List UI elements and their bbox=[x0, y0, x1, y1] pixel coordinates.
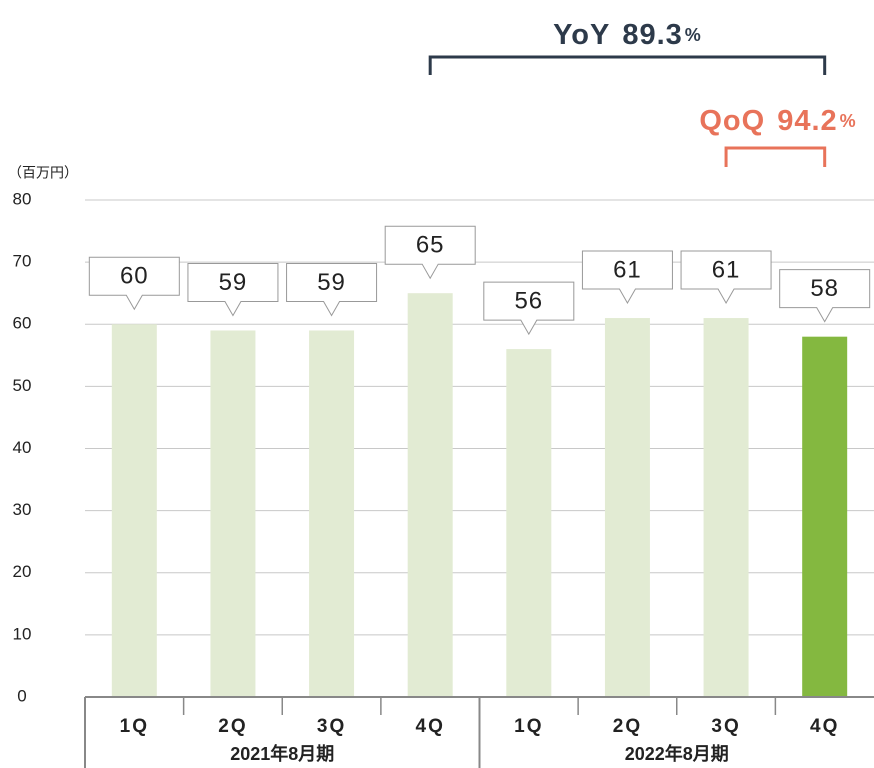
annotation: YoY 89.3% bbox=[553, 19, 702, 51]
annotation-value: 94.2 bbox=[777, 105, 837, 137]
y-tick-label: 30 bbox=[13, 500, 32, 519]
group-label: 2022年8月期 bbox=[625, 743, 729, 764]
bar bbox=[210, 330, 256, 697]
bracket bbox=[428, 55, 827, 75]
value-label: 58 bbox=[810, 275, 839, 302]
value-label: 56 bbox=[514, 287, 543, 314]
bar bbox=[309, 330, 355, 697]
value-label: 60 bbox=[120, 263, 149, 290]
callout bbox=[581, 250, 673, 305]
x-tick-label: 4Q bbox=[416, 716, 445, 737]
y-tick-label: 10 bbox=[13, 624, 32, 643]
x-tick-label: 3Q bbox=[317, 716, 346, 737]
y-tick-label: 50 bbox=[13, 376, 32, 395]
y-tick-label: 60 bbox=[13, 314, 32, 333]
x-tick-label: 2Q bbox=[613, 716, 642, 737]
y-tick-label: 40 bbox=[13, 438, 32, 457]
bar bbox=[506, 349, 552, 697]
value-label: 65 bbox=[416, 232, 445, 259]
value-label: 59 bbox=[317, 269, 346, 296]
x-tick-label: 2Q bbox=[218, 716, 247, 737]
callout bbox=[286, 262, 378, 317]
x-tick-label: 1Q bbox=[514, 716, 543, 737]
callout bbox=[483, 281, 575, 336]
callout bbox=[187, 262, 279, 317]
x-tick-label: 3Q bbox=[711, 716, 740, 737]
value-label: 59 bbox=[219, 269, 248, 296]
annotation-label: YoY bbox=[553, 19, 610, 51]
annotation-unit: % bbox=[840, 111, 857, 131]
group-label: 2021年8月期 bbox=[230, 743, 334, 764]
unit-label: （百万円） bbox=[8, 165, 78, 181]
bar bbox=[802, 336, 848, 697]
value-label: 61 bbox=[712, 256, 741, 283]
bar bbox=[604, 318, 650, 697]
callout bbox=[384, 225, 476, 280]
y-tick-label: 0 bbox=[17, 686, 26, 705]
annotation-unit: % bbox=[685, 25, 702, 45]
x-tick-label: 4Q bbox=[810, 716, 839, 737]
annotation-value: 89.3 bbox=[622, 19, 682, 51]
bar bbox=[703, 318, 749, 697]
y-tick-label: 70 bbox=[13, 252, 32, 271]
y-tick-label: 20 bbox=[13, 562, 32, 581]
bar bbox=[111, 324, 157, 697]
bar bbox=[407, 293, 453, 697]
y-tick-label: 80 bbox=[13, 189, 32, 208]
bracket bbox=[724, 146, 827, 167]
callout bbox=[779, 269, 871, 323]
callout bbox=[88, 256, 180, 311]
annotation-label: QoQ bbox=[699, 105, 765, 137]
annotation: QoQ 94.2% bbox=[699, 105, 856, 137]
value-label: 61 bbox=[613, 256, 642, 283]
callout bbox=[680, 250, 772, 305]
x-tick-label: 1Q bbox=[120, 716, 149, 737]
